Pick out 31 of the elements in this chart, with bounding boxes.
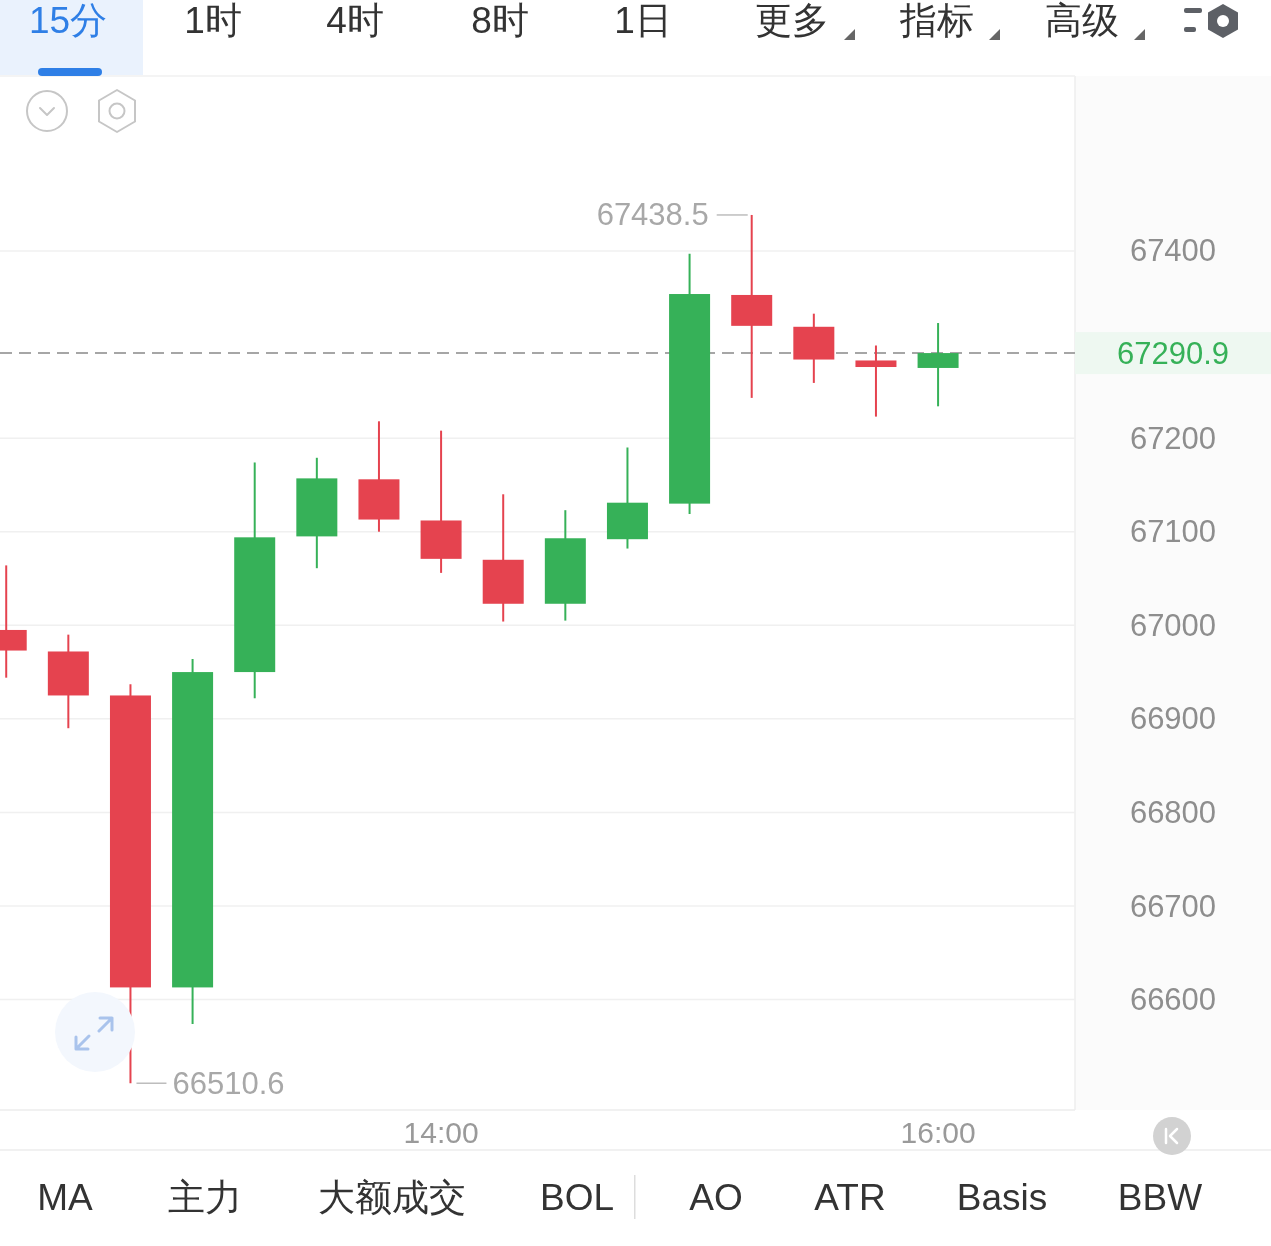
text: MA	[37, 1177, 94, 1218]
y-tick-label: 67000	[1129, 607, 1217, 643]
annotation: 66510.6	[172, 1065, 285, 1101]
y-tick-label: 67100	[1129, 514, 1217, 550]
text: 15分	[28, 0, 108, 41]
y-tick-label: 66800	[1129, 794, 1217, 830]
text: AO	[689, 1177, 743, 1218]
text: 更多	[755, 0, 829, 41]
text: 高级	[1045, 0, 1119, 41]
text: 8时	[471, 0, 529, 41]
text: 1时	[184, 0, 242, 41]
ref-line-label: 67290.9	[1116, 335, 1230, 371]
x-tick-label: 14:00	[403, 1115, 479, 1149]
y-tick-label: 66700	[1129, 888, 1217, 924]
y-tick-label: 66600	[1129, 982, 1217, 1018]
text: BBW	[1117, 1177, 1203, 1218]
candlestick	[855, 344, 897, 418]
text: 1日	[614, 0, 672, 41]
text: ATR	[814, 1177, 886, 1218]
candlestick	[917, 322, 959, 408]
text: 4时	[326, 0, 384, 41]
y-tick-label: 67200	[1129, 420, 1217, 456]
y-tick-label: 67400	[1129, 233, 1217, 269]
text: 指标	[899, 0, 974, 41]
text: Basis	[956, 1177, 1048, 1218]
text: 大额成交	[318, 1177, 466, 1218]
text: BOL	[539, 1177, 615, 1218]
text: 主力	[168, 1177, 242, 1218]
annotation: 67438.5	[596, 197, 709, 233]
x-tick-label: 16:00	[900, 1115, 976, 1149]
y-tick-label: 66900	[1129, 701, 1217, 737]
